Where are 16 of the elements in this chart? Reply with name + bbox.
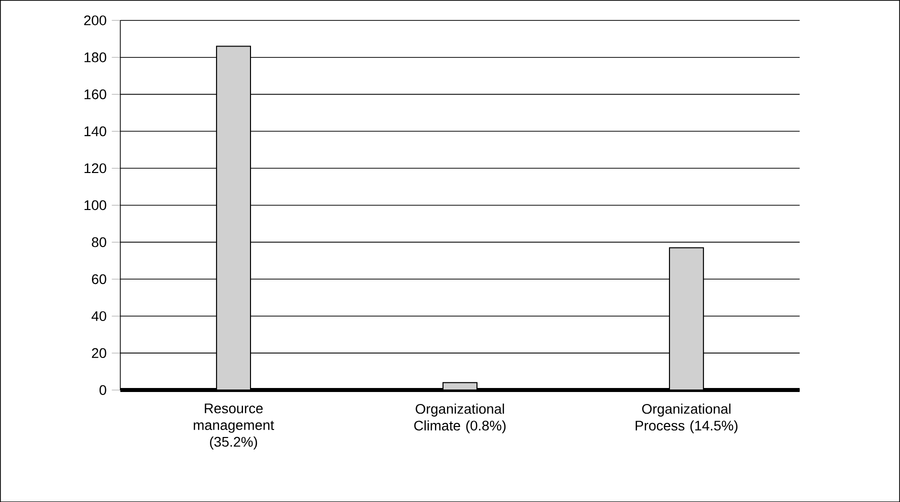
y-tick-label: 40 [92,311,106,321]
y-tick-label: 20 [92,348,106,358]
y-tick-label: 80 [92,237,106,247]
y-tick-label: 160 [84,89,106,100]
y-tick-label: 120 [84,163,106,173]
y-tick-label: 100 [84,200,106,210]
y-tick-label: 60 [92,274,106,284]
x-tick-label: Organizational Climate (0.8%) [414,403,506,434]
bar [216,46,252,390]
x-tick-label: Resource management (35.2%) [194,403,274,450]
y-tick-label: 0 [100,384,106,395]
y-tick-label: 200 [84,15,106,26]
x-tick-label: Organizational Process (14.5%) [636,403,738,434]
bar [668,247,704,390]
y-tick-label: 180 [84,52,106,62]
y-tick-label: 140 [84,126,106,136]
